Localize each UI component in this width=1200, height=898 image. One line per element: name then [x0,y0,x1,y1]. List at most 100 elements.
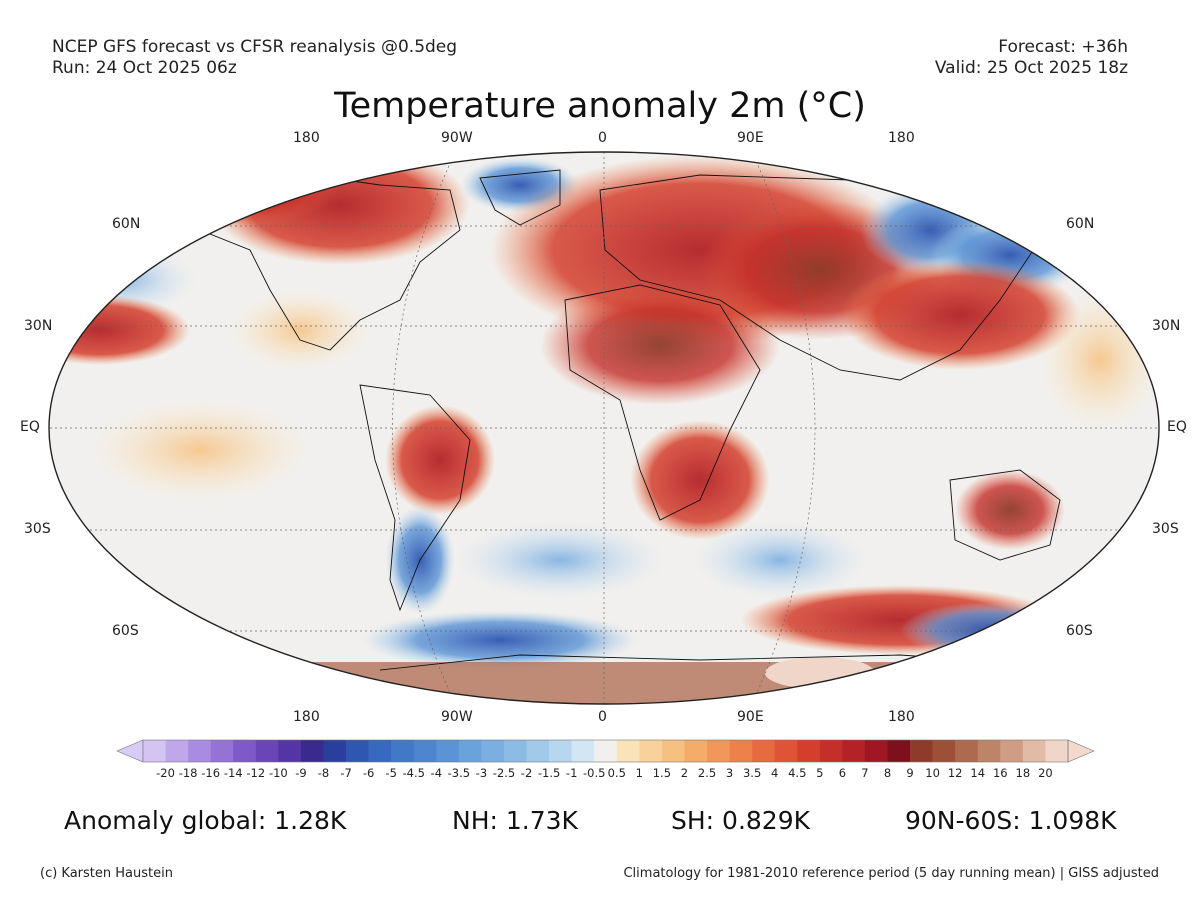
colorbar-tick-label: 1.5 [652,766,672,780]
meridian-90e [751,152,816,704]
africa-outline [564,284,761,521]
colorbar-tick-label: -1.5 [537,766,561,780]
colorbar-tick-label: -8 [317,766,330,780]
lat-label-left-60n: 60N [112,216,141,232]
lon-label-bottom-90w: 90W [441,709,473,725]
colorbar-swatch [368,740,392,762]
colorbar-tick-label: -1 [565,766,578,780]
greenland-outline [479,169,561,226]
colorbar-tick-label: 9 [906,766,914,780]
colorbar-swatch [458,740,482,762]
colorbar [116,739,1095,763]
colorbar-swatch [526,740,550,762]
colorbar-tick-label: 10 [925,766,940,780]
colorbar-tick-label: -10 [268,766,288,780]
colorbar-arrow-low [116,739,144,763]
south-america-outline [359,384,471,612]
colorbar-tick-label: -2.5 [492,766,516,780]
colorbar-swatch [594,740,618,762]
colorbar-swatch [661,740,685,762]
colorbar-swatch [819,740,843,762]
global-anomaly: Anomaly global: 1.28K [64,806,347,835]
colorbar-tick-label: 5 [816,766,824,780]
colorbar-tick-label: 2.5 [697,766,717,780]
colorbar-tick-label: 8 [883,766,892,780]
colorbar-tick-label: 20 [1038,766,1053,780]
colorbar-tick-label: 12 [947,766,963,780]
model-source-label: NCEP GFS forecast vs CFSR reanalysis @0.… [52,37,458,57]
colorbar-swatch [323,740,347,762]
run-time-label: Run: 24 Oct 2025 06z [52,58,237,78]
colorbar-tick-label: 4 [771,766,779,780]
colorbar-swatch [729,740,753,762]
band-anomaly: 90N-60S: 1.098K [905,806,1117,835]
colorbar-swatch [955,740,979,762]
colorbar-swatch [707,740,730,762]
colorbar-tick-label: -4 [430,766,443,780]
colorbar-swatch [143,740,166,762]
map-title: Temperature anomaly 2m (°C) [334,86,866,126]
colorbar-swatch [233,740,257,762]
colorbar-swatch [797,740,821,762]
lon-label-top-90w: 90W [441,130,473,146]
colorbar-tick-label: 0.5 [607,766,626,780]
valid-time-label: Valid: 25 Oct 2025 18z [934,58,1128,78]
colorbar-tick-label: 7 [861,766,869,780]
lat-label-right-30s: 30S [1152,521,1179,537]
colorbar-swatch [1022,740,1046,762]
colorbar-tick-label: 3 [725,766,734,780]
colorbar-tick-label: 4.5 [788,766,807,780]
colorbar-tick-label: -0.5 [582,766,606,780]
colorbar-tick-label: 6 [838,766,847,780]
colorbar-swatch [503,740,527,762]
lon-label-top-0: 0 [598,130,607,146]
colorbar-swatch [346,740,369,762]
colorbar-tick-label: -4.5 [402,766,425,780]
lat-label-right-30n: 30N [1152,318,1181,334]
colorbar-swatch [436,740,460,762]
colorbar-tick-label: 16 [992,766,1008,780]
colorbar-swatch [165,740,189,762]
lon-label-top-180e: 180 [888,130,915,146]
colorbar-swatch [1000,740,1024,762]
colorbar-swatch [1045,740,1069,762]
colorbar-swatch [977,740,1001,762]
colorbar-tick-label: -16 [201,766,221,780]
lat-label-left-30n: 30N [24,318,53,334]
colorbar-arrow-high [1067,739,1095,763]
lon-label-top-180w: 180 [293,130,320,146]
colorbar-swatch [571,740,595,762]
colorbar-tick-label: -14 [223,766,243,780]
colorbar-swatch [752,740,776,762]
lat-label-left-eq: EQ [20,419,40,435]
anomaly-field [49,152,1159,704]
lon-label-top-90e: 90E [737,130,764,146]
colorbar-swatch [864,740,888,762]
lat-label-right-eq: EQ [1167,419,1187,435]
colorbar-swatch [549,740,572,762]
forecast-hour-label: Forecast: +36h [998,37,1128,57]
colorbar-tick-label: -3 [475,766,488,780]
climatology-note: Climatology for 1981-2010 reference peri… [623,866,1159,881]
colorbar-swatch [932,740,956,762]
colorbar-swatch [391,740,415,762]
lat-label-left-60s: 60S [112,623,139,639]
colorbar-tick-label: 14 [970,766,986,780]
lon-label-bottom-180w: 180 [293,709,320,725]
colorbar-swatch [616,740,640,762]
credit: (c) Karsten Haustein [40,866,173,881]
lat-label-right-60s: 60S [1066,623,1093,639]
colorbar-swatch [684,740,708,762]
colorbar-swatch [910,740,933,762]
colorbar-swatch [210,740,234,762]
colorbar-swatch [481,740,505,762]
colorbar-swatch [774,740,798,762]
colorbar-tick-label: -9 [295,766,307,780]
colorbar-tick-label: 3.5 [742,766,762,780]
colorbar-swatch [278,740,302,762]
colorbar-swatch [300,740,324,762]
colorbar-tick-label: -3.5 [447,766,471,780]
colorbar-swatch [255,740,279,762]
colorbar-swatch [842,740,866,762]
